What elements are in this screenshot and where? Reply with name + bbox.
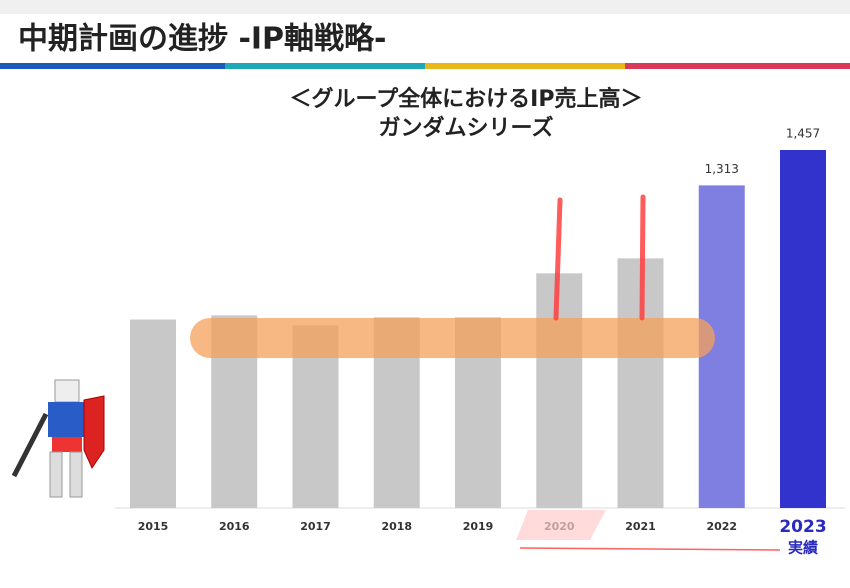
robot-waist: [52, 437, 82, 452]
value-label: 1,457: [786, 127, 820, 141]
bar: [780, 150, 826, 508]
stripe-teal: [225, 63, 425, 69]
pink-mark: [516, 510, 606, 540]
x-tick-label: 2018: [381, 520, 412, 533]
chart-subtitle: ガンダムシリーズ: [379, 115, 554, 141]
stripe-yellow: [425, 63, 625, 69]
bar: [536, 273, 583, 508]
robot-leg: [69, 451, 83, 498]
annotation: 実績: [788, 539, 818, 557]
robot-chest: [48, 402, 86, 437]
slide-title: 中期計画の進捗 -IP軸戦略-: [18, 22, 387, 57]
top-strip: [0, 0, 850, 14]
robot-figure: [11, 379, 105, 498]
x-tick-label: 2019: [463, 520, 494, 533]
stripe-blue: [0, 63, 225, 69]
robot-leg: [49, 451, 63, 498]
red-mark: [639, 194, 646, 321]
x-tick-label: 2016: [219, 520, 250, 533]
chart-title: ＜グループ全体におけるIP売上高＞: [290, 86, 643, 112]
robot-head: [54, 379, 80, 403]
red-mark: [553, 197, 563, 321]
x-tick-label: 2017: [300, 520, 331, 533]
x-tick-label: 2023: [779, 517, 826, 537]
highlight-band: [190, 318, 715, 358]
x-tick-label: 2022: [706, 520, 737, 533]
robot-shield: [83, 395, 105, 470]
x-tick-label: 2015: [138, 520, 169, 533]
x-tick-label: 2021: [625, 520, 656, 533]
value-label: 1,313: [705, 162, 739, 176]
bar: [130, 319, 176, 508]
stripe-red: [625, 63, 850, 69]
red-underline: [519, 547, 781, 551]
robot-rifle: [11, 412, 49, 478]
